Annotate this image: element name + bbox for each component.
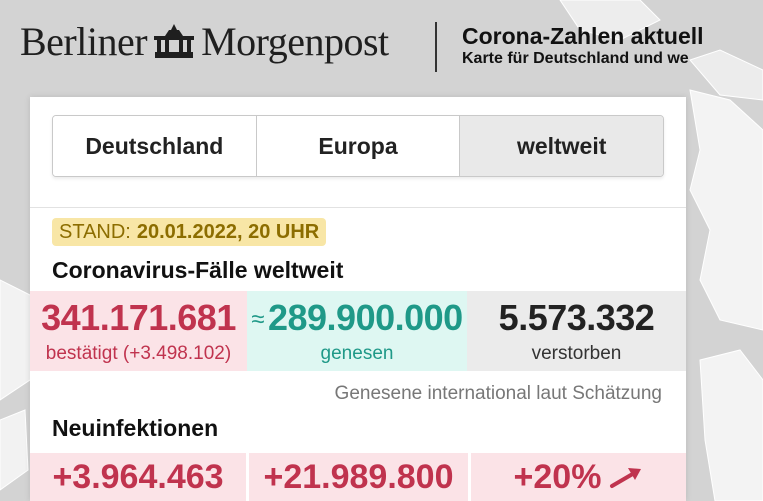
deaths-label: verstorben: [531, 343, 622, 364]
site-header: Berliner Morgenpost Corona-Zahlen aktuel…: [0, 0, 763, 95]
confirmed-cases: 341.171.681 bestätigt (+3.498.102): [30, 291, 247, 371]
recovered-label: genesen: [320, 343, 394, 364]
cases-title: Coronavirus-Fälle weltweit: [52, 257, 344, 283]
stats-panel: Deutschland Europa weltweit STAND: 20.01…: [30, 97, 686, 501]
berliner-morgenpost-logo[interactable]: Berliner Morgenpost: [20, 18, 389, 65]
logo-text-right: Morgenpost: [201, 19, 389, 64]
deaths: 5.573.332 verstorben: [467, 291, 686, 371]
status-badge: STAND: 20.01.2022, 20 UHR: [52, 218, 327, 246]
deaths-value: 5.573.332: [498, 297, 655, 338]
header-divider: [435, 22, 437, 72]
new-infections-trend: +20%: [470, 453, 686, 501]
confirmed-value: 341.171.681: [41, 297, 236, 338]
recovered-note: Genesene international laut Schätzung: [334, 383, 662, 404]
confirmed-label: bestätigt (+3.498.102): [45, 343, 232, 364]
page-title: Corona-Zahlen aktuell: [462, 23, 704, 49]
new-infections-week: +21.989.800: [249, 453, 468, 501]
recovered-cases: ≈289.900.000 genesen: [247, 291, 467, 371]
recovered-number: ≈289.900.000: [251, 297, 463, 339]
tab-europa[interactable]: Europa: [256, 116, 461, 176]
new-infections-stats: +3.964.463 +21.989.800 +20%: [30, 453, 686, 501]
panel-divider: [30, 207, 686, 208]
region-tabs: Deutschland Europa weltweit: [52, 115, 664, 177]
stand-value: 20.01.2022, 20 UHR: [136, 220, 320, 243]
approx-sign: ≈: [251, 306, 264, 334]
recovered-value: 289.900.000: [267, 297, 463, 338]
trend-value: +20%: [513, 457, 602, 496]
page-subtitle: Karte für Deutschland und we: [462, 50, 689, 67]
tab-deutschland[interactable]: Deutschland: [53, 116, 257, 176]
new-infections-day: +3.964.463: [30, 453, 246, 501]
tab-weltweit[interactable]: weltweit: [460, 116, 663, 176]
stand-label: STAND:: [59, 220, 131, 243]
brandenburg-gate-icon: [154, 23, 195, 58]
new-infections-title: Neuinfektionen: [52, 415, 219, 441]
arrow-up-right-icon: [610, 468, 642, 488]
cases-stats: 341.171.681 bestätigt (+3.498.102) ≈289.…: [30, 291, 686, 371]
logo-text-left: Berliner: [20, 19, 148, 64]
